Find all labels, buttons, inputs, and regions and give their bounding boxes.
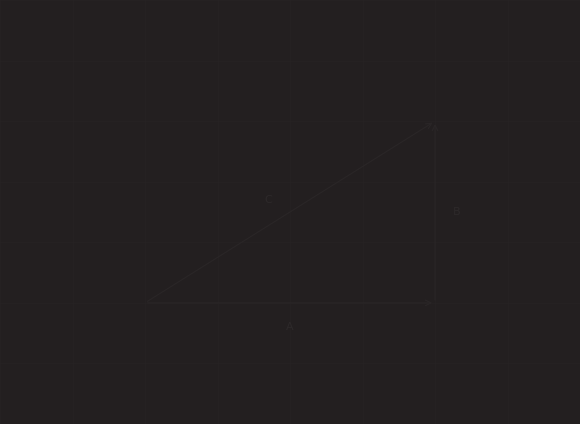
- Text: C: C: [264, 195, 272, 205]
- Text: A: A: [286, 322, 294, 332]
- Text: B: B: [453, 207, 461, 217]
